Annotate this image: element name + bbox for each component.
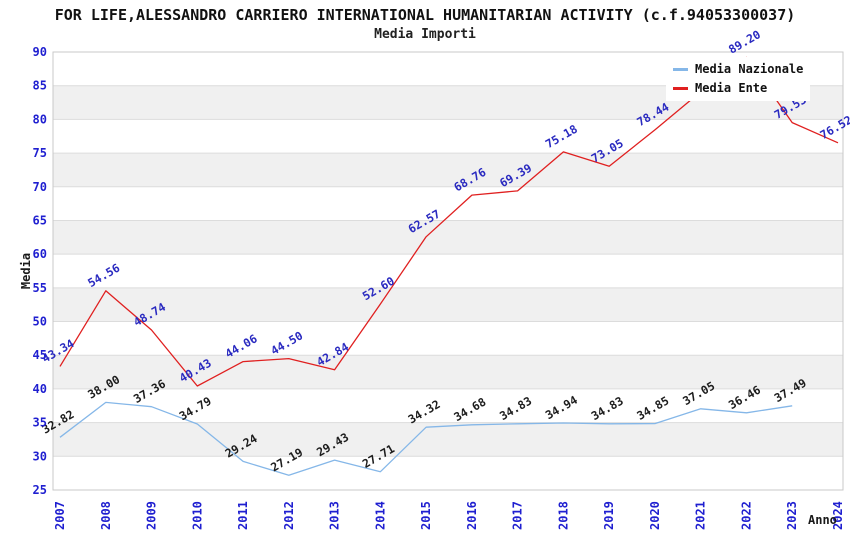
y-tick-label: 40 xyxy=(33,382,47,396)
plot-border xyxy=(52,51,844,491)
data-label: 34.85 xyxy=(634,393,671,422)
plot-band xyxy=(53,153,843,187)
x-tick-label: 2007 xyxy=(53,501,67,530)
y-tick-label: 65 xyxy=(33,213,47,227)
data-label: 34.32 xyxy=(406,397,443,426)
data-label: 54.56 xyxy=(85,261,122,290)
x-tick-label: 2018 xyxy=(556,501,570,530)
x-tick-label: 2009 xyxy=(145,501,159,530)
x-tick-label: 2022 xyxy=(740,501,754,530)
data-label: 34.79 xyxy=(177,394,214,423)
y-tick-label: 25 xyxy=(33,483,47,497)
x-tick-label: 2010 xyxy=(190,501,204,530)
x-tick-label: 2017 xyxy=(511,501,525,530)
data-label: 34.94 xyxy=(543,393,580,422)
y-tick-label: 85 xyxy=(33,79,47,93)
legend-item-media-ente: Media Ente xyxy=(673,81,803,95)
data-label: 44.50 xyxy=(268,328,305,357)
x-tick-label: 2023 xyxy=(785,501,799,530)
x-tick-label: 2015 xyxy=(419,501,433,530)
plot-band xyxy=(53,220,843,255)
y-axis-title: Media xyxy=(19,253,33,289)
legend-swatch-media-ente-icon xyxy=(673,86,688,90)
y-tick-label: 60 xyxy=(33,247,47,261)
legend-swatch-media-nazionale-icon xyxy=(673,67,688,71)
data-label: 75.18 xyxy=(543,122,580,151)
plot-band xyxy=(53,287,843,322)
y-tick-label: 90 xyxy=(33,45,47,59)
y-tick-label: 35 xyxy=(33,416,47,430)
x-tick-label: 2021 xyxy=(694,501,708,530)
x-tick-label: 2019 xyxy=(602,501,616,530)
plot-band xyxy=(53,422,843,457)
y-tick-label: 70 xyxy=(33,180,47,194)
legend: Media Nazionale Media Ente xyxy=(666,57,811,101)
plot-band xyxy=(53,355,843,389)
y-tick-label: 45 xyxy=(33,348,47,362)
x-tick-label: 2011 xyxy=(236,501,250,530)
legend-label-media-nazionale: Media Nazionale xyxy=(695,62,804,76)
y-tick-label: 75 xyxy=(33,146,47,160)
x-tick-label: 2020 xyxy=(648,501,662,530)
chart-subtitle: Media Importi xyxy=(374,27,476,42)
y-tick-label: 55 xyxy=(33,281,47,295)
data-label: 34.68 xyxy=(451,395,488,424)
y-tick-label: 50 xyxy=(33,315,47,329)
series-line-media-nazionale xyxy=(59,401,793,476)
data-label: 34.83 xyxy=(589,394,626,423)
y-tick-label: 80 xyxy=(33,112,47,126)
legend-label-media-ente: Media Ente xyxy=(695,81,768,95)
data-label: 34.83 xyxy=(497,394,534,423)
x-tick-label: 2008 xyxy=(99,501,113,530)
y-tick-label: 30 xyxy=(33,449,47,463)
x-tick-label: 2016 xyxy=(465,501,479,530)
x-axis-title: Anno xyxy=(808,513,837,527)
chart-title: FOR LIFE,ALESSANDRO CARRIERO INTERNATION… xyxy=(54,6,796,24)
x-tick-label: 2014 xyxy=(373,501,387,530)
legend-item-media-nazionale: Media Nazionale xyxy=(673,62,803,76)
x-tick-label: 2012 xyxy=(282,501,296,530)
x-tick-label: 2013 xyxy=(328,501,342,530)
x-tick-label: 2024 xyxy=(831,501,845,530)
